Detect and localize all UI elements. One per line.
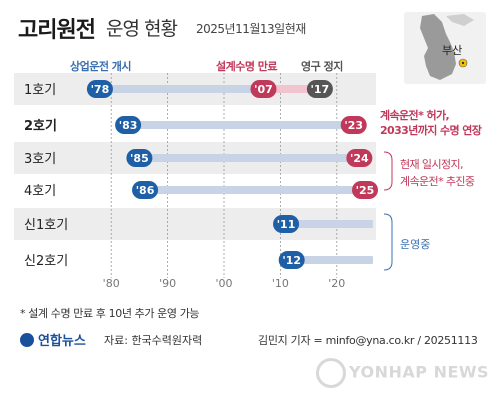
end-marker [352, 181, 378, 199]
pending-note-line2: 계속운전* 추진중 [400, 175, 475, 188]
x-tick-label: '20 [328, 277, 345, 290]
end-label: '23 [344, 119, 363, 132]
end-marker [340, 116, 367, 134]
row-label: 1호기 [24, 83, 56, 98]
stop-marker [306, 80, 333, 98]
start-marker [273, 215, 300, 233]
start-marker [86, 80, 113, 98]
pending-note-line1: 현재 일시정지, [400, 158, 464, 171]
source: 자료: 한국수력원자력 [104, 334, 203, 347]
legend-start: 상업운전 개시 [70, 60, 132, 73]
start-label: '12 [282, 254, 301, 267]
start-marker [132, 181, 159, 199]
page-title: 고리원전 [18, 18, 96, 43]
end-label: '07 [254, 83, 273, 96]
x-tick-label: '00 [215, 277, 232, 290]
extension-note-line1: 계속운전* 허가, [380, 109, 450, 122]
watermark: YONHAP NEWS [316, 358, 489, 388]
extension-note-line2: 2033년까지 수명 연장 [380, 124, 482, 137]
x-tick-label: '80 [103, 277, 120, 290]
operating-note: 운영중 [400, 238, 431, 251]
logo: 연합뉴스 [20, 330, 86, 349]
extension-bar [263, 85, 320, 93]
operating-bracket [383, 213, 393, 271]
korea-map: 부산 [404, 12, 486, 84]
operation-bar [99, 85, 264, 93]
page-subtitle: 운영 현황 [106, 18, 178, 40]
footnote: * 설계 수명 만료 후 10년 추가 운영 가능 [20, 307, 200, 320]
row-label: 3호기 [24, 152, 56, 167]
end-label: '25 [356, 184, 375, 197]
legend-end: 설계수명 만료 [216, 60, 278, 73]
start-marker [115, 116, 142, 134]
korea-map-icon [420, 14, 474, 80]
start-marker [126, 149, 153, 167]
extension-note: 계속운전* 허가, 2033년까지 수명 연장 [380, 108, 482, 138]
start-label: '86 [136, 184, 155, 197]
operation-bar [139, 154, 360, 162]
x-tick-label: '90 [159, 277, 176, 290]
start-label: '11 [277, 218, 296, 231]
row-label: 신2호기 [24, 254, 68, 269]
title-date: 2025년11월13일현재 [196, 22, 306, 36]
stop-label: '17 [311, 83, 330, 96]
operation-bar [291, 256, 373, 264]
start-label: '83 [119, 119, 138, 132]
logo-text: 연합뉴스 [38, 334, 86, 349]
credit: 김민지 기자 = minfo@yna.co.kr / 20251113 [258, 334, 478, 347]
end-label: '24 [350, 152, 369, 165]
row-label: 4호기 [24, 184, 56, 199]
row-label: 2호기 [24, 119, 57, 134]
pending-note: 현재 일시정지, 계속운전* 추진중 [400, 156, 475, 190]
legend-stop: 영구 정지 [301, 60, 343, 73]
map-label: 부산 [442, 44, 463, 57]
start-marker [278, 251, 305, 269]
operation-bar [286, 220, 373, 228]
x-tick-label: '10 [272, 277, 289, 290]
yonhap-logo-icon [20, 332, 34, 347]
end-marker [250, 80, 277, 98]
operation-bar [145, 186, 365, 194]
row-label: 신1호기 [24, 218, 68, 233]
watermark-text: YONHAP NEWS [349, 362, 490, 382]
start-label: '85 [130, 152, 149, 165]
operation-bar [128, 121, 354, 129]
watermark-logo-icon [316, 358, 346, 388]
pending-bracket [383, 151, 393, 191]
end-marker [346, 149, 373, 167]
start-label: '78 [91, 83, 110, 96]
